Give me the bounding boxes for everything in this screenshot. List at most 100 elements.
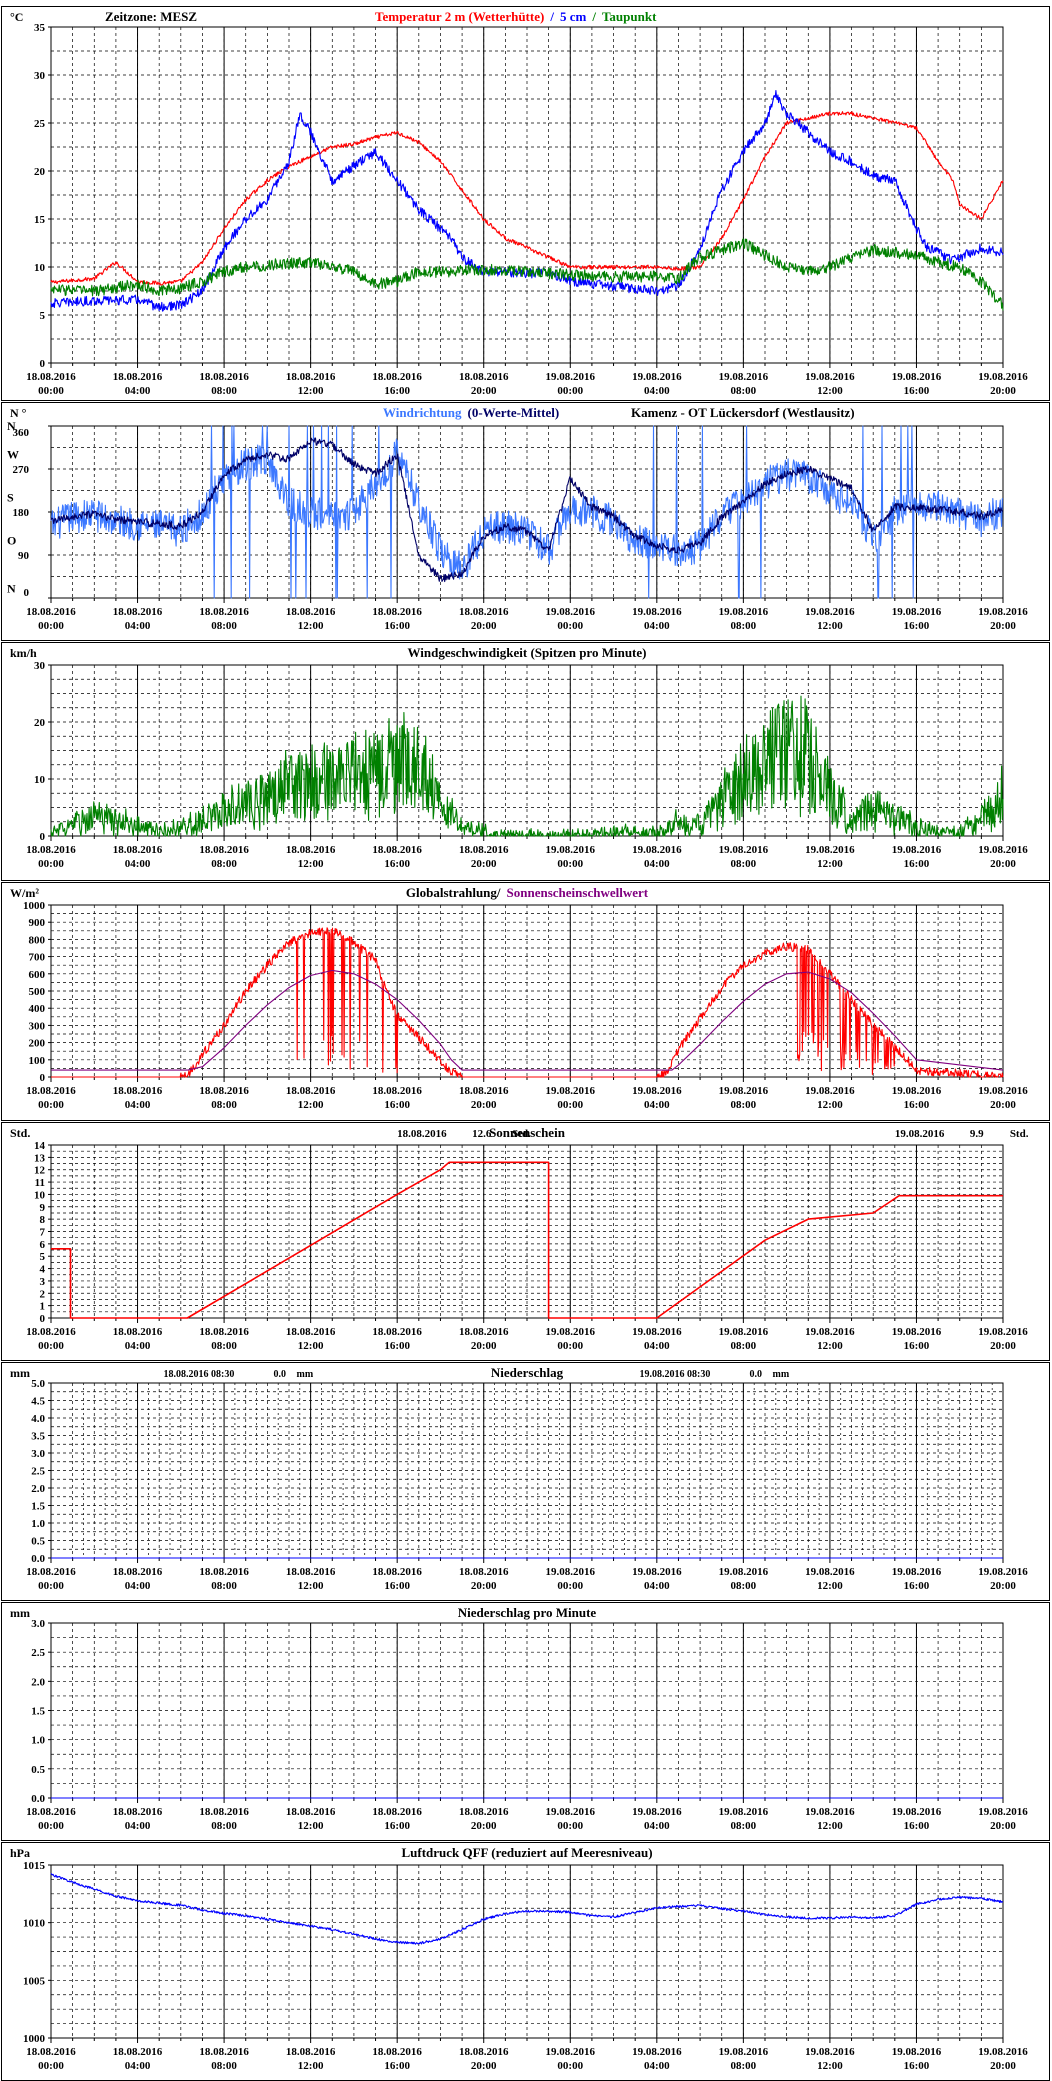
series-line-temp-0 <box>50 111 1004 286</box>
y-compass-label: N <box>7 419 16 433</box>
chart-panel-precipmin: 18.08.2016 00:00 18.08.2016 04:00 18.08.2016… <box>1 1602 1050 1841</box>
x-tick-time: 04:00 <box>644 1820 670 1832</box>
x-tick-time: 08:00 <box>211 385 237 397</box>
x-tick-date: 18.08.2016 <box>113 1085 163 1097</box>
x-tick-time: 00:00 <box>38 1580 64 1592</box>
x-tick-date: 18.08.2016 <box>199 2046 249 2058</box>
x-tick-date: 19.08.2016 <box>978 1326 1028 1338</box>
x-tick-date: 18.08.2016 <box>372 1326 422 1338</box>
x-tick-date: 18.08.2016 <box>26 1085 76 1097</box>
title-part: Luftdruck QFF (reduziert auf Meeresnivea… <box>401 1845 652 1860</box>
x-tick-time: 16:00 <box>384 1580 410 1592</box>
y-tick-label: 2.5 <box>31 1466 45 1478</box>
x-tick-time: 16:00 <box>384 2060 410 2072</box>
y-tick-label: 5 <box>40 1251 46 1263</box>
panel-frame <box>1 642 1050 881</box>
x-tick-date: 18.08.2016 <box>459 2046 509 2058</box>
chart-panel-temp: 18.08.2016 00:00 18.08.2016 04:00 18.08.2016… <box>1 6 1050 401</box>
summary-value: 0.0 <box>274 1369 287 1380</box>
plot-grid <box>50 664 1004 837</box>
chart-panel-sunshine: 18.08.2016 00:00 18.08.2016 04:00 18.08.2016… <box>1 1122 1050 1361</box>
x-tick-time: 08:00 <box>731 620 757 632</box>
title-part: Niederschlag pro Minute <box>458 1605 597 1620</box>
x-tick-date: 19.08.2016 <box>978 1566 1028 1578</box>
y-tick-label: 0.5 <box>31 1764 45 1776</box>
summary-value: 9.9 <box>970 1128 984 1140</box>
x-tick-date: 19.08.2016 <box>805 1085 855 1097</box>
x-tick-date: 19.08.2016 <box>632 844 682 856</box>
x-tick-time: 04:00 <box>644 2060 670 2072</box>
x-tick-time: 12:00 <box>298 2060 324 2072</box>
panel-frame <box>1 1842 1050 2081</box>
x-tick-date: 18.08.2016 <box>199 844 249 856</box>
series-line-pressure-0 <box>50 1872 1003 1945</box>
y-tick-label: 0 <box>40 1072 46 1084</box>
x-tick-time: 04:00 <box>644 858 670 870</box>
x-tick-time: 20:00 <box>471 1820 497 1832</box>
y-axis-unit: km/h <box>10 646 37 660</box>
panel-frame <box>1 1362 1050 1601</box>
x-tick-time: 12:00 <box>298 858 324 870</box>
x-tick-time: 16:00 <box>384 858 410 870</box>
chart-panel-radiation: 18.08.2016 00:00 18.08.2016 04:00 18.08.2016… <box>1 882 1050 1121</box>
x-tick-date: 18.08.2016 <box>372 606 422 618</box>
x-tick-date: 18.08.2016 <box>113 1566 163 1578</box>
x-tick-date: 19.08.2016 <box>719 1806 769 1818</box>
y-tick-label: 1015 <box>23 1860 46 1872</box>
y-tick-label: 2 <box>40 1288 46 1300</box>
x-tick-date: 19.08.2016 <box>978 606 1028 618</box>
x-tick-date: 18.08.2016 <box>26 371 76 383</box>
x-tick-time: 08:00 <box>211 1820 237 1832</box>
x-tick-date: 19.08.2016 <box>892 844 942 856</box>
x-tick-time: 00:00 <box>557 858 583 870</box>
chart-title: Luftdruck QFF (reduziert auf Meeresnivea… <box>401 1845 652 1860</box>
title-part: Temperatur 2 m (Wetterhütte) <box>375 9 544 24</box>
title-part: Taupunkt <box>602 9 657 24</box>
x-tick-time: 08:00 <box>731 1820 757 1832</box>
x-tick-date: 18.08.2016 <box>286 1326 336 1338</box>
x-tick-date: 19.08.2016 <box>546 606 596 618</box>
y-tick-label: 400 <box>29 1003 46 1015</box>
y-tick-label: 1.0 <box>31 1735 45 1747</box>
x-tick-date: 19.08.2016 <box>719 606 769 618</box>
y-tick-label: 2.5 <box>31 1647 45 1659</box>
summary-date: 19.08.2016 <box>895 1128 945 1140</box>
x-tick-date: 18.08.2016 <box>459 1806 509 1818</box>
title-part: / <box>549 9 554 24</box>
x-tick-date: 18.08.2016 <box>372 844 422 856</box>
x-tick-time: 20:00 <box>990 2060 1016 2072</box>
x-tick-date: 19.08.2016 <box>892 371 942 383</box>
x-tick-date: 19.08.2016 <box>546 1806 596 1818</box>
x-tick-date: 18.08.2016 <box>372 1085 422 1097</box>
y-tick-label: 0 <box>40 358 46 370</box>
x-tick-time: 16:00 <box>904 858 930 870</box>
title-part: Sonnenscheinschwellwert <box>507 885 649 900</box>
y-axis-unit: hPa <box>10 1846 30 1860</box>
x-tick-date: 18.08.2016 <box>199 1566 249 1578</box>
x-tick-date: 18.08.2016 <box>459 371 509 383</box>
x-tick-date: 19.08.2016 <box>892 606 942 618</box>
y-tick-label: 30 <box>34 660 46 672</box>
x-tick-time: 12:00 <box>298 1820 324 1832</box>
summary-unit: Std. <box>1010 1128 1029 1140</box>
x-tick-date: 18.08.2016 <box>286 371 336 383</box>
x-tick-date: 19.08.2016 <box>892 1806 942 1818</box>
x-tick-time: 00:00 <box>557 385 583 397</box>
y-tick-label: 10 <box>34 774 46 786</box>
x-tick-time: 20:00 <box>471 2060 497 2072</box>
x-tick-time: 16:00 <box>384 1099 410 1111</box>
y-tick-label: 30 <box>34 70 46 82</box>
x-tick-date: 19.08.2016 <box>719 844 769 856</box>
x-tick-time: 04:00 <box>125 385 151 397</box>
chart-panel-windspeed: 18.08.2016 00:00 18.08.2016 04:00 18.08.2016… <box>1 642 1050 881</box>
x-tick-date: 19.08.2016 <box>632 1806 682 1818</box>
y-axis-unit: mm <box>10 1606 30 1620</box>
x-tick-date: 18.08.2016 <box>113 371 163 383</box>
y-tick-label: 700 <box>29 952 46 964</box>
chart-title: Globalstrahlung/Sonnenscheinschwellwert <box>406 885 649 900</box>
x-tick-time: 16:00 <box>904 1820 930 1832</box>
chart-title: Zeitzone: MESZ Temperatur 2 m (Wetterhütt… <box>105 9 657 24</box>
y-tick-label: 1000 <box>23 2033 46 2045</box>
x-tick-date: 19.08.2016 <box>978 844 1028 856</box>
